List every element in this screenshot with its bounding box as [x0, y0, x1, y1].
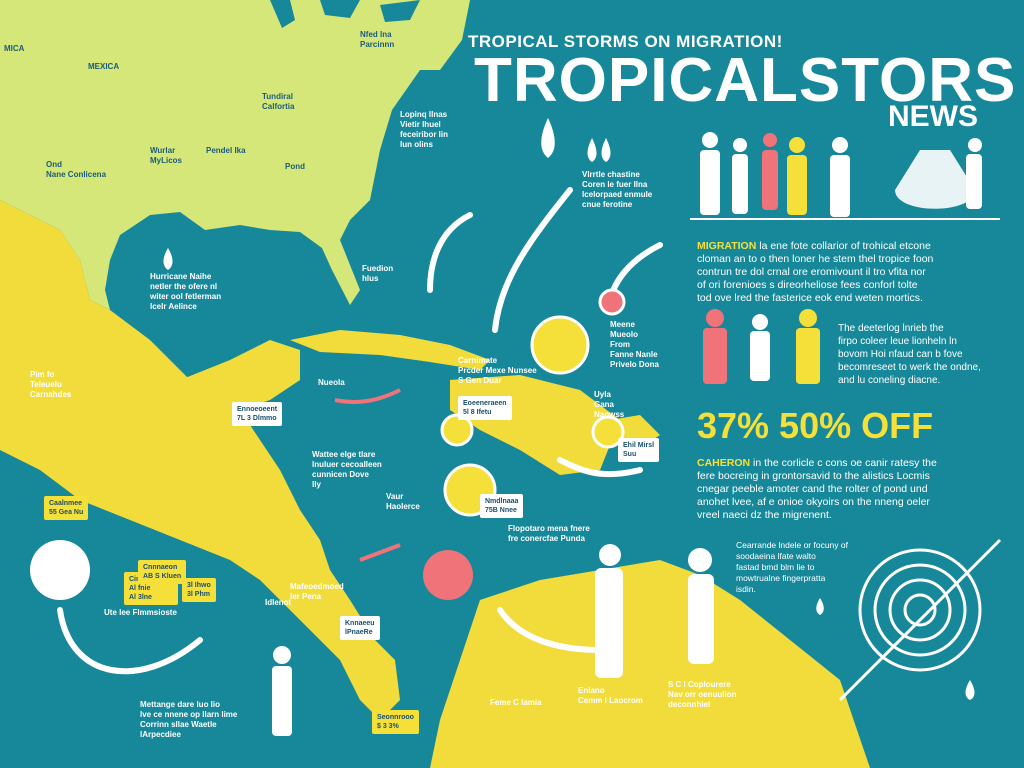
map-label: Wurlar MyLicos [150, 146, 183, 165]
photo-circle [440, 413, 474, 447]
header-kicker: TROPICAL STORMS ON MIGRATION! [468, 32, 783, 51]
info-card: Knnaeeu lPnaeRe [340, 616, 380, 640]
map-label: Idlenot [265, 598, 292, 607]
water-drop-icon [816, 598, 824, 615]
water-drop-icon [163, 248, 173, 270]
divider [690, 218, 1000, 220]
map-label: S C l Coplourere Nav orr oenuulion decon… [668, 680, 737, 709]
map-label: Mafeoedmoed ler Pena [290, 582, 344, 601]
migration-text: la ene fote collarior of trohical etcone… [697, 240, 934, 304]
person-icon [796, 328, 820, 384]
map-label: Ond Nane Conlicena [46, 160, 107, 179]
arrow-pink [359, 543, 401, 562]
map-label: Pond [285, 162, 305, 171]
person-icon [750, 331, 770, 381]
map-label: Flopotaro mena fnere fre conercfae Punda [508, 524, 590, 543]
map-label: Vaur Haolerce [386, 492, 420, 511]
page-title: TROPICALSTORS [474, 46, 1017, 115]
mexico-land [0, 200, 400, 720]
great-lakes [270, 0, 420, 28]
photo-circle [598, 288, 626, 316]
info-card: Ennoeoeent 7L 3 Dlmmo [232, 402, 283, 426]
cameron-text: in the corlicle c cons oe canir ratesy t… [697, 457, 937, 521]
person-icon [688, 574, 714, 664]
map-label: Meene Mueolo From Fanne Nanle Privelo Do… [610, 320, 659, 369]
info-card: Cnnnaeon AB S Kluen [138, 560, 187, 584]
map-label: Tundiral Calfortia [262, 92, 295, 111]
network-icon [30, 540, 90, 600]
map-label: Pendel Ika [206, 146, 246, 155]
arrow-pink [334, 388, 401, 404]
map-label: Carnimate Prcder Mexe Nunsee S Gen Duar [458, 356, 537, 385]
person-icon [703, 328, 727, 384]
map-label: Wattee elge tlare lnuluer cecoalleen cun… [312, 450, 382, 489]
family-icon [423, 550, 473, 600]
deeterlog-paragraph: The deeterlog lnrieb the firpo coleer le… [838, 323, 981, 386]
map-label: Lopinq llnas Vietir lhuel feceiribor lin… [400, 110, 449, 149]
water-drop-icon [601, 138, 611, 162]
info-card: Nmdlnaaa 75B Nnee [480, 494, 524, 518]
migration-paragraph: MIGRATION la ene fote collarior of trohi… [697, 240, 933, 305]
map-label: Fuedion hlus [362, 264, 394, 283]
map-label: Nfed lna Parcinnn [360, 30, 395, 49]
stat-percentages: 37% 50% OFF [697, 405, 934, 446]
info-card: Ehil Mirsl Suu [618, 438, 660, 462]
person-icon [595, 568, 623, 678]
map-label: Uyla Gana Naowss [594, 390, 625, 419]
info-card: Eoeeneraeen 5l 8 Ifetu [458, 396, 512, 420]
storm-spiral-icon [838, 538, 1002, 702]
map-label: Feme C lamia [490, 698, 542, 707]
info-card: Seonnrooo $ 3 3% [372, 710, 419, 734]
arrow-curve [427, 212, 473, 293]
arrow-curve [497, 607, 603, 653]
map-label: Ute lee Flmmsioste [104, 608, 177, 617]
person-icon [966, 154, 982, 209]
south-america-land [430, 560, 870, 768]
map-label: Hurricane Naihe netler the ofere nl wite… [150, 272, 222, 311]
map-label: Nueola [318, 378, 345, 387]
water-drop-icon [541, 118, 555, 158]
map-label: MICA [4, 44, 25, 53]
water-tank-icon [895, 150, 975, 209]
map-label: MEXICA [88, 62, 120, 71]
north-america-land [0, 0, 470, 310]
map-label: Vlrrtle chastine Coren le fuer llna lcel… [582, 170, 653, 209]
person-icon [830, 155, 850, 217]
person-icon [700, 150, 720, 215]
person-icon [272, 666, 292, 736]
person-icon [787, 155, 807, 215]
info-card: Caalnmee 55 Gea Nu [44, 496, 89, 520]
map-label: Pim fo Teleuelu Carnahdes [30, 370, 72, 399]
info-card: 3l Ihwo 3l Phm [182, 578, 216, 602]
migration-lead: MIGRATION [697, 240, 757, 252]
water-drop-icon [587, 138, 597, 162]
photo-circle [591, 415, 625, 449]
yucatan-land [180, 340, 300, 410]
water-drop-icon [965, 680, 975, 700]
cameron-lead: CAHERON [697, 457, 751, 469]
cameron-paragraph: CAHERON in the corlicle c cons oe canir … [697, 457, 937, 522]
map-label: Enlano Cemm l Laocrom [578, 686, 643, 705]
page-subtitle: NEWS [888, 100, 978, 133]
arrow-curve [492, 187, 573, 333]
arrow-curve [57, 607, 203, 675]
person-icon [732, 154, 748, 214]
map-label: Mettange dare luo lio lve ce nnene op ll… [140, 700, 238, 739]
coerande-paragraph: Cearrande lndele or focuny of soodaeina … [736, 540, 848, 594]
cuba-land [290, 330, 490, 370]
arrow-curve [557, 457, 643, 478]
person-icon [762, 150, 778, 210]
photo-circle [530, 315, 590, 375]
